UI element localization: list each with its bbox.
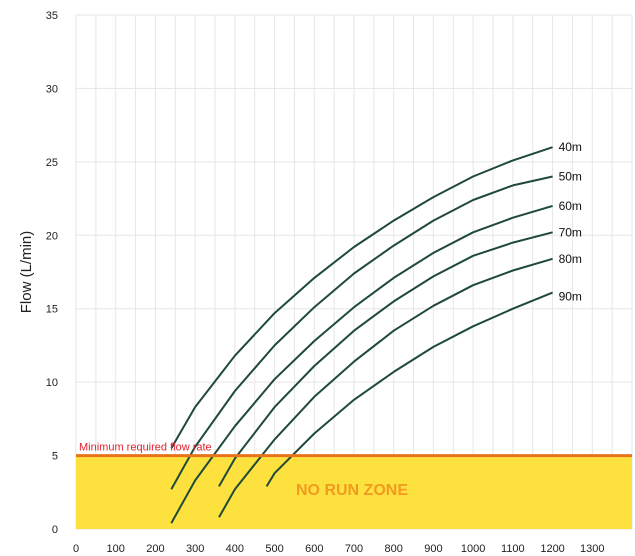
series-label-40m: 40m: [559, 140, 582, 154]
x-tick-label: 200: [146, 543, 164, 555]
y-tick-label: 35: [46, 10, 58, 22]
x-tick-label: 0: [73, 543, 79, 555]
y-tick-label: 10: [46, 377, 58, 389]
series-label-90m: 90m: [559, 290, 582, 304]
y-tick-label: 30: [46, 83, 58, 95]
x-tick-label: 1300: [580, 543, 604, 555]
x-tick-label: 900: [424, 543, 442, 555]
series-line-60m: [170, 204, 553, 524]
chart-grid: [75, 14, 633, 530]
series-line-70m: [218, 231, 553, 487]
minimum-flow-label: Minimum required flow rate: [79, 442, 212, 454]
series-line-50m: [170, 175, 553, 490]
no-run-zone: [76, 455, 632, 529]
series-label-70m: 70m: [559, 225, 582, 239]
x-tick-label: 700: [345, 543, 363, 555]
x-tick-label: 600: [305, 543, 323, 555]
series-line-80m: [218, 257, 553, 518]
y-tick-label: 15: [46, 304, 58, 316]
x-tick-label: 300: [186, 543, 204, 555]
x-tick-label: 100: [107, 543, 125, 555]
series-label-60m: 60m: [559, 199, 582, 213]
series-label-50m: 50m: [559, 170, 582, 184]
y-tick-label: 25: [46, 157, 58, 169]
x-tick-label: 500: [265, 543, 283, 555]
x-tick-label: 1000: [461, 543, 485, 555]
series-line-40m: [170, 146, 553, 449]
x-tick-label: 400: [226, 543, 244, 555]
series-label-80m: 80m: [559, 252, 582, 266]
y-tick-label: 5: [52, 451, 58, 463]
chart-series: 40m 50m 60m 70m 80m 90m: [170, 140, 582, 524]
x-tick-label: 1100: [501, 543, 525, 555]
no-run-zone-label: NO RUN ZONE: [296, 482, 408, 499]
series-line-90m: [265, 291, 553, 487]
y-axis-label: Flow (L/min): [18, 231, 35, 314]
y-axis-ticks: 0 5 10 15 20 25 30 35: [46, 10, 58, 536]
x-axis-ticks: 0 100 200 300 400 500 600 700 800 900 1000 1100 1200…: [73, 543, 605, 555]
x-tick-label: 1200: [540, 543, 564, 555]
y-tick-label: 20: [46, 230, 58, 242]
x-tick-label: 800: [385, 543, 403, 555]
y-tick-label: 0: [52, 524, 58, 536]
